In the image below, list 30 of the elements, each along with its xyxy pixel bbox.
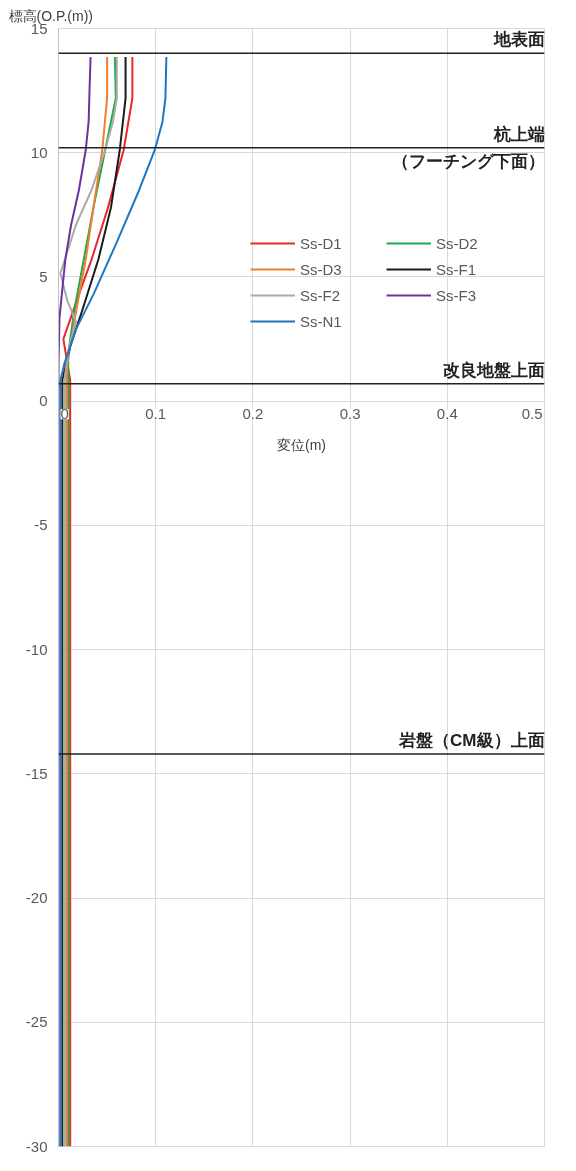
y-tick-label: 0 [39,392,48,410]
legend-label: Ss-F3 [436,286,477,304]
y-tick-label: -20 [25,889,48,907]
y-tick-label: 5 [39,267,48,285]
y-tick-label: -10 [25,640,48,658]
x-tick-label: 0.5 [521,405,543,423]
line-series [59,56,168,1147]
line-series [59,56,118,1147]
y-tick-label: -25 [25,1013,48,1031]
x-tick-label: 0.4 [436,405,458,423]
ref-line-label: 岩盤（CM級）上面 [398,730,545,750]
y-tick-label: -15 [25,764,48,782]
line-series [67,56,117,1147]
legend-label: Ss-N1 [300,312,343,330]
legend-label: Ss-F1 [436,260,477,278]
legend-label: Ss-D2 [436,234,479,252]
ref-line-label: 杭上端（フーチング下面） [391,124,545,171]
ref-line-label: 地表面 [492,30,545,50]
ref-line-label: 改良地盤上面 [442,360,545,380]
legend-label: Ss-D1 [300,234,343,252]
legend-label: Ss-F2 [300,286,341,304]
x-tick-label: 0.3 [339,405,361,423]
y-tick-label: -5 [34,516,48,534]
x-axis-title: 変位(m) [277,437,327,454]
x-tick-label: 0.1 [145,405,167,423]
y-tick-label: -30 [25,1137,48,1155]
x-tick-label: 0 [60,405,69,423]
y-tick-label: 10 [30,143,48,161]
x-tick-label: 0.2 [242,405,264,423]
legend-label: Ss-D3 [300,260,343,278]
